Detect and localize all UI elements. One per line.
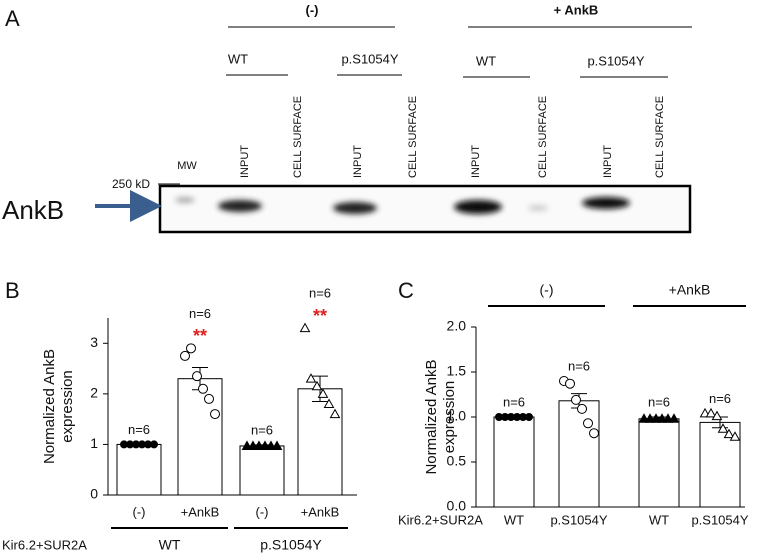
lane-label: CELL SURFACE — [654, 96, 666, 178]
data-point — [271, 440, 283, 450]
data-point — [711, 410, 723, 421]
data-point — [729, 431, 741, 441]
x-tick-label: +AnkB — [181, 504, 220, 519]
panel-label: A — [5, 6, 20, 31]
row-label: Kir6.2+SUR2A — [398, 512, 483, 527]
y-tick-label: 2.0 — [447, 318, 467, 334]
y-axis-label: Normalized AnkB — [423, 359, 440, 474]
y-axis-label: Normalized AnkB — [41, 349, 58, 464]
data-point — [150, 440, 158, 449]
n-label: n=6 — [648, 394, 670, 409]
bar — [116, 443, 162, 496]
group-label: p.S1054Y — [260, 537, 322, 553]
panel-label: B — [5, 278, 20, 303]
x-tick-label: (-) — [256, 504, 269, 519]
data-point — [571, 394, 581, 405]
x-tick-label: (-) — [133, 504, 146, 519]
n-label: n=6 — [503, 394, 525, 409]
group-label: +AnkB — [669, 282, 711, 298]
data-point — [311, 380, 323, 391]
n-label: n=6 — [128, 422, 150, 437]
data-point — [705, 407, 717, 418]
y-tick-label: 3 — [90, 334, 98, 350]
protein-label: AnkB — [2, 195, 64, 225]
bar — [493, 416, 535, 508]
panel-a: A (-) + AnkB WT p.S1054Y WT p.S1054Y MW I… — [2, 2, 692, 234]
lane-label: MW — [177, 160, 197, 172]
data-point — [323, 398, 335, 408]
x-tick-label: p.S1054Y — [550, 512, 607, 527]
lane-label: CELL SURFACE — [537, 96, 549, 178]
x-tick-label: p.S1054Y — [691, 512, 748, 527]
y-tick-label: 1 — [90, 435, 98, 451]
bar — [638, 418, 680, 508]
lane-label: INPUT — [602, 145, 614, 178]
x-tick-label: +AnkB — [301, 504, 340, 519]
data-point — [589, 428, 599, 439]
data-point — [577, 403, 587, 414]
data-point — [299, 322, 311, 333]
y-tick-label: 2 — [90, 385, 98, 401]
group-label: (-) — [540, 282, 554, 298]
data-point — [668, 413, 680, 423]
data-point — [204, 393, 214, 404]
n-label: n=6 — [251, 422, 273, 437]
condition-label: (-) — [306, 2, 319, 17]
data-point — [329, 408, 341, 419]
construct-label: p.S1054Y — [341, 51, 398, 66]
panel-label: C — [398, 278, 414, 303]
y-tick-label: 0.0 — [447, 498, 467, 514]
x-tick-label: WT — [504, 512, 524, 527]
marker-label: 250 kD — [112, 177, 150, 191]
y-tick-label: 0.5 — [447, 453, 467, 469]
data-point — [723, 428, 735, 439]
construct-label: WT — [476, 53, 496, 68]
lane-label: CELL SURFACE — [292, 96, 304, 178]
bar — [177, 378, 223, 496]
data-point — [186, 343, 196, 354]
data-point — [305, 373, 317, 383]
n-label: n=6 — [189, 306, 211, 321]
construct-label: WT — [228, 51, 248, 66]
lane-label: CELL SURFACE — [407, 96, 419, 178]
y-tick-label: 0 — [90, 486, 98, 502]
y-axis-label: expression — [59, 370, 76, 443]
row-label: Kir6.2+SUR2A — [2, 537, 87, 552]
n-label: n=6 — [568, 358, 590, 373]
bar — [297, 388, 343, 496]
data-point — [210, 409, 220, 420]
data-point — [198, 383, 208, 394]
bar — [558, 400, 600, 508]
lane-label: INPUT — [352, 145, 364, 178]
y-axis-label: expression — [441, 381, 458, 454]
data-point — [525, 413, 533, 421]
lane-label: INPUT — [239, 145, 251, 178]
data-point — [180, 350, 190, 361]
y-tick-label: 1.0 — [447, 408, 467, 424]
data-point — [565, 378, 575, 389]
bands — [175, 197, 630, 214]
significance: ** — [313, 306, 327, 326]
lane-label: INPUT — [470, 145, 482, 178]
group-label: WT — [159, 537, 181, 553]
y-tick-label: 1.5 — [447, 363, 467, 379]
data-point — [583, 418, 593, 429]
data-point — [317, 388, 329, 398]
condition-label: + AnkB — [554, 2, 599, 17]
significance: ** — [193, 326, 207, 346]
n-label: n=6 — [709, 391, 731, 406]
bar — [239, 445, 285, 496]
construct-label: p.S1054Y — [587, 53, 644, 68]
data-point — [717, 423, 729, 433]
x-tick-label: WT — [649, 512, 669, 527]
n-label: n=6 — [309, 286, 331, 301]
data-point — [192, 371, 202, 382]
